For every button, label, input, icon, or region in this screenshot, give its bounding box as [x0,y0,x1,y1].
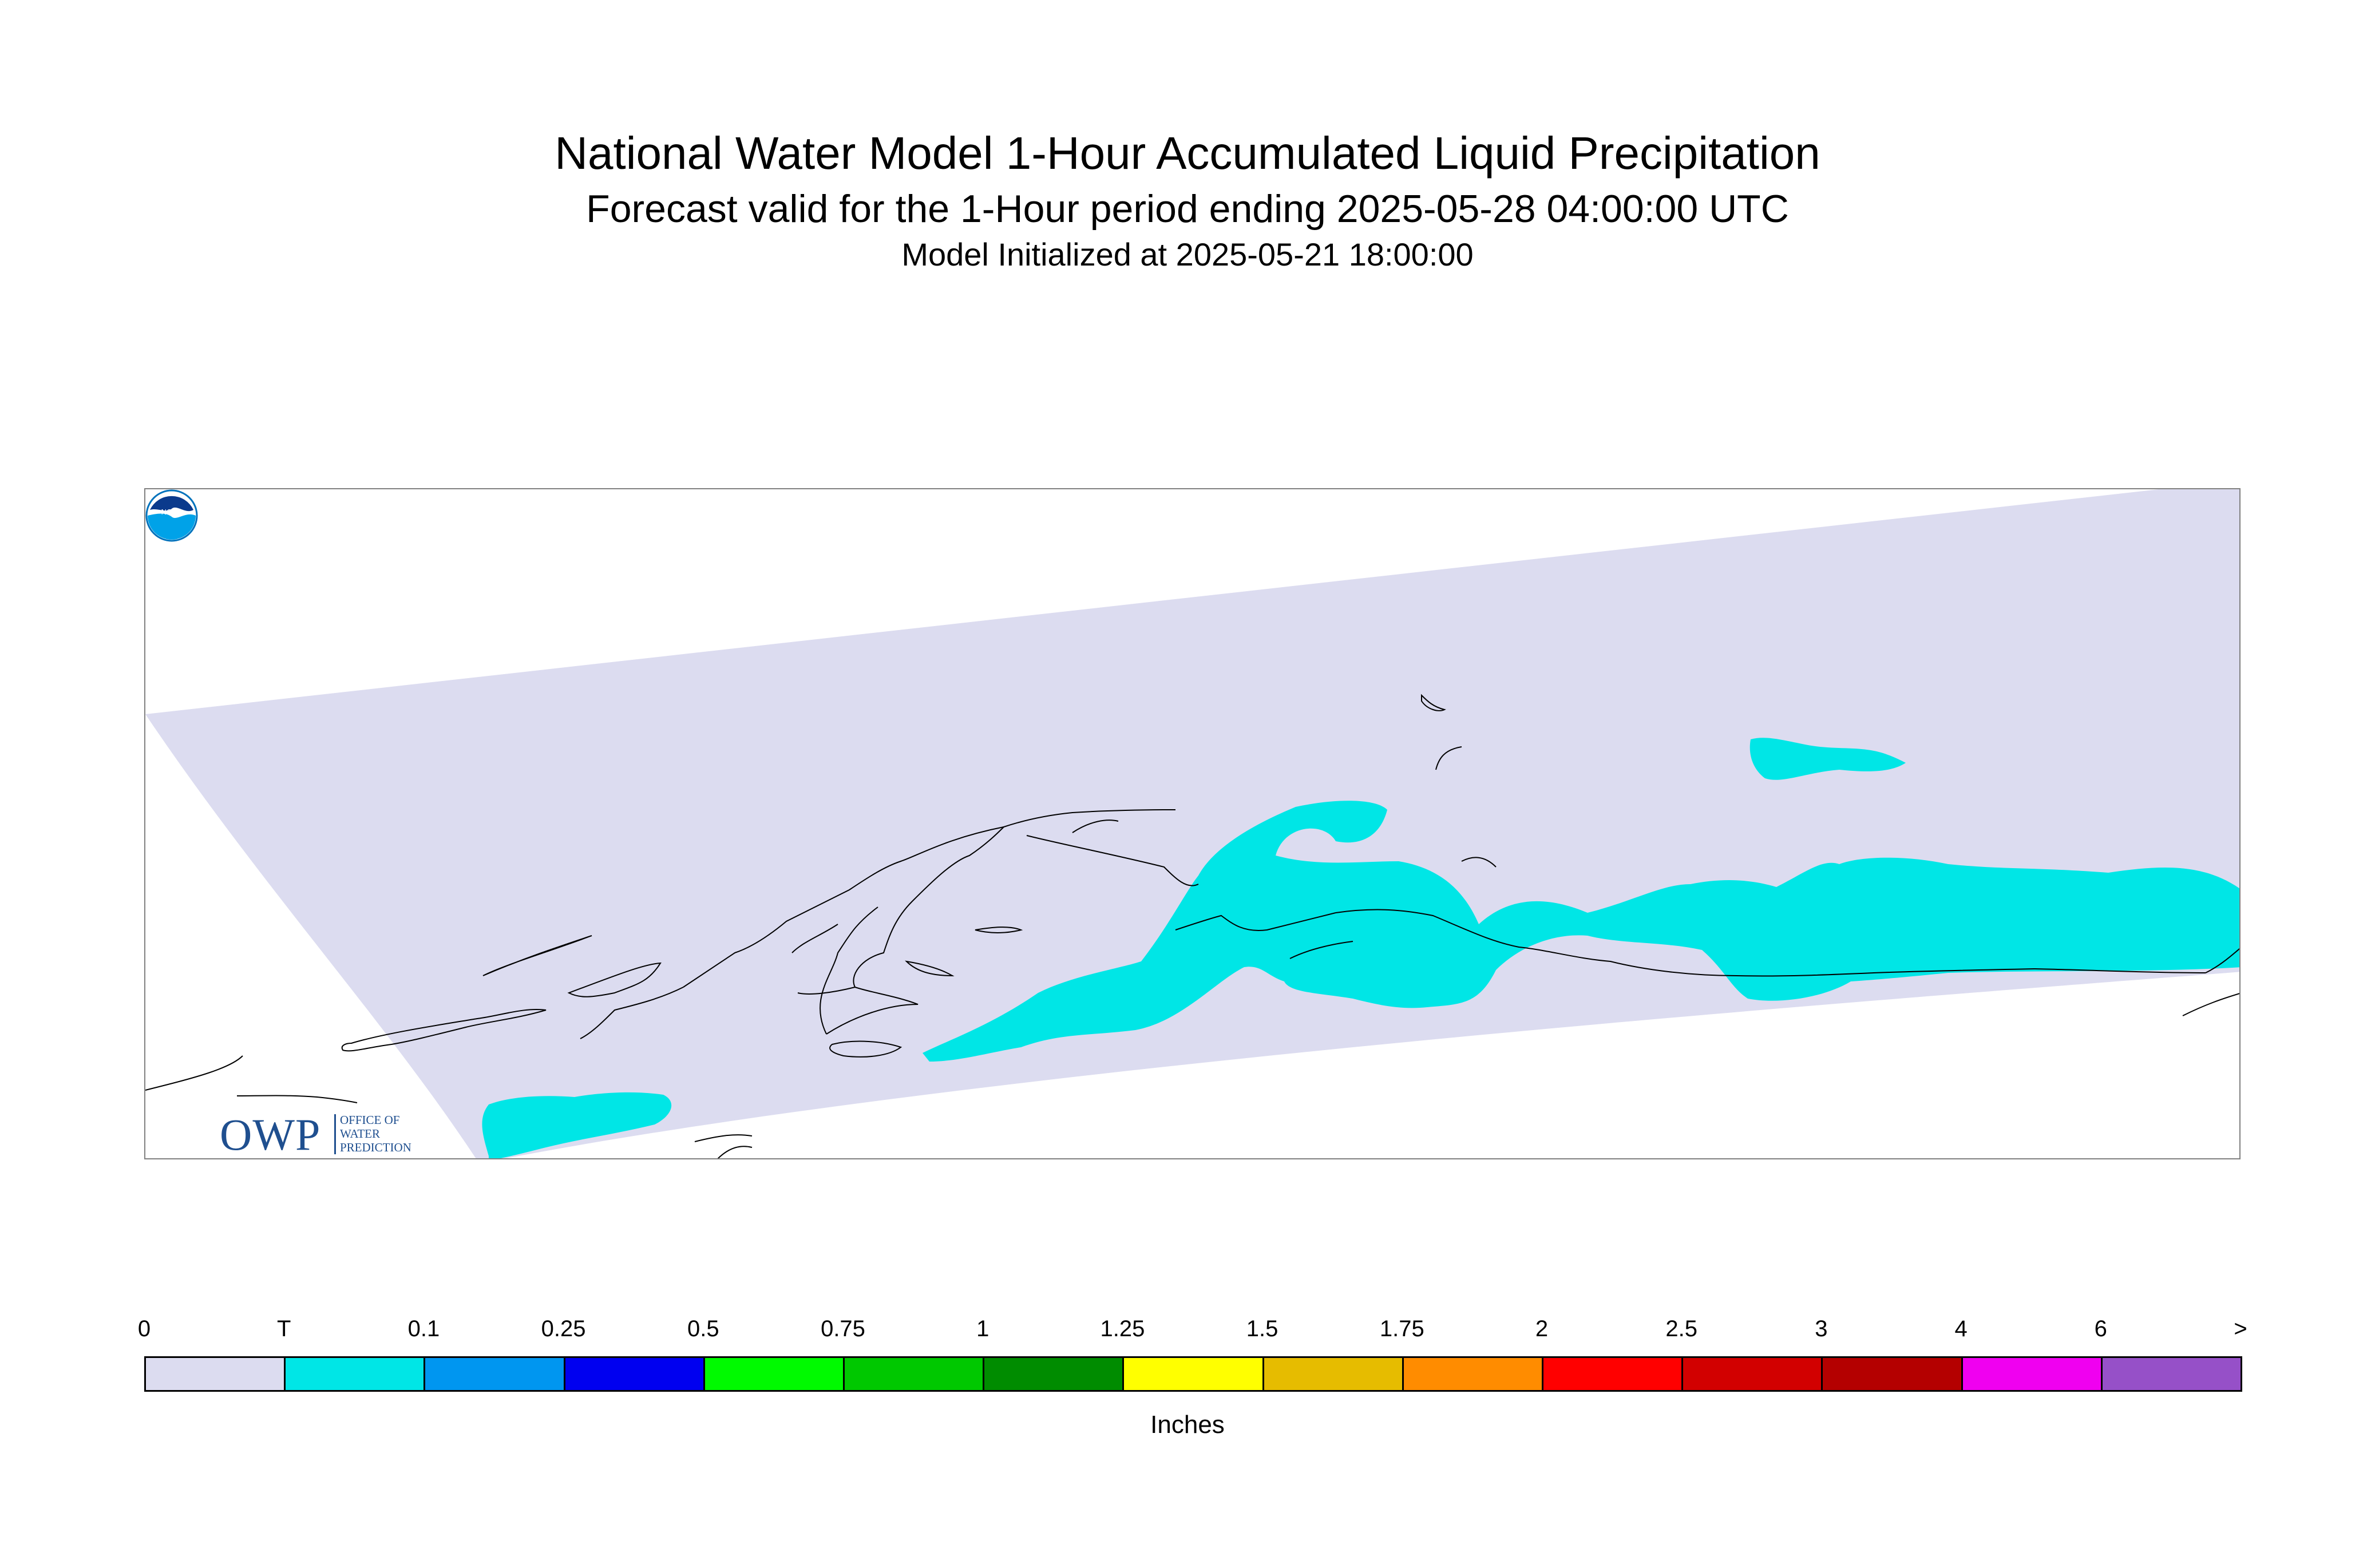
map-canvas [145,489,2239,1158]
legend-tick-label: 1.25 [1100,1316,1145,1341]
coastlines [145,694,2239,1158]
legend-swatch [1122,1356,1264,1392]
legend-tick-label: 1.75 [1379,1316,1424,1341]
forecast-subtitle: Forecast valid for the 1-Hour period end… [586,187,1789,231]
noaa-logo: NOAA [145,489,198,542]
legend-swatch [2100,1356,2242,1392]
legend-swatch [1961,1356,2103,1392]
legend-tick-label: 2 [1535,1316,1549,1341]
owp-letters: OWP [220,1110,321,1159]
owp-subtitle: OFFICE OF WATER PREDICTION [340,1113,411,1154]
legend-tick-label: T [276,1316,291,1341]
legend-tick-label: 3 [1815,1316,1828,1341]
model-domain [145,489,2239,1158]
legend-tick-label: 0.75 [821,1316,865,1341]
legend-tick-label: 0.5 [687,1316,719,1341]
legend-swatch [703,1356,845,1392]
legend-tick-label: 1 [976,1316,989,1341]
precip-color-legend [144,1356,2242,1392]
legend-tick-label: 0.1 [407,1316,440,1341]
legend-swatch [563,1356,705,1392]
owp-line-1: OFFICE OF [340,1113,400,1127]
legend-tick-label: 6 [2094,1316,2107,1341]
legend-tick-label: > [2234,1316,2247,1341]
legend-tick-label: 0.25 [541,1316,586,1341]
init-time-label: Model Initialized at 2025-05-21 18:00:00 [901,236,1474,272]
legend-swatch [144,1356,286,1392]
legend-tick-label: 2.5 [1665,1316,1697,1341]
legend-tick-label: 0 [137,1316,151,1341]
map-title: National Water Model 1-Hour Accumulated … [555,128,1820,179]
legend-tick-label: 1.5 [1246,1316,1278,1341]
legend-swatch [1681,1356,1823,1392]
legend-swatch [1402,1356,1543,1392]
legend-swatch [1262,1356,1404,1392]
legend-swatch [843,1356,985,1392]
owp-line-3: PREDICTION [340,1141,411,1154]
legend-swatch [284,1356,426,1392]
map-panel: OWP OFFICE OF WATER PREDICTION NOAA [144,488,2241,1159]
legend-swatch [1821,1356,1963,1392]
owp-line-2: WATER [340,1127,380,1141]
legend-units: Inches [1150,1411,1225,1439]
legend-swatch [423,1356,565,1392]
trace-precip-areas [482,738,2239,1158]
owp-divider [334,1114,336,1154]
legend-tick-label: 4 [1954,1316,1968,1341]
legend-swatch [983,1356,1125,1392]
noaa-text: NOAA [161,508,183,516]
legend-swatch [1542,1356,1684,1392]
owp-logo: OWP OFFICE OF WATER PREDICTION [220,1107,466,1159]
